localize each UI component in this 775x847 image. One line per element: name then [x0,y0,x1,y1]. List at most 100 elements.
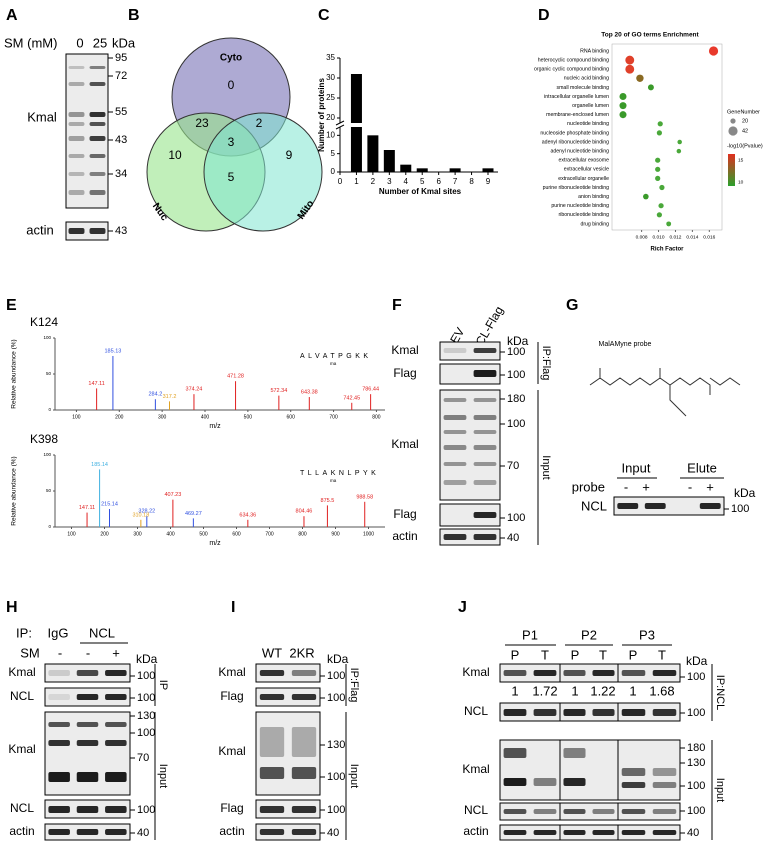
ratio: 1.68 [649,683,674,698]
marker-label: 100 [137,670,155,682]
sign: + [706,479,714,494]
label: NCL [10,801,34,815]
x-tick-label: 300 [133,531,142,537]
band [563,809,586,814]
label: Kmal [8,665,35,679]
band [473,370,497,377]
label: NCL [581,498,607,513]
spectrum-title: K398 [30,432,58,446]
marker-label: 40 [327,827,339,839]
axis-break [335,120,345,126]
structure [589,368,741,417]
y-tick-label: extracellular organelle [558,176,609,182]
band [563,830,586,835]
dot [659,184,665,191]
band [89,136,106,141]
panel-letter: G [566,297,578,314]
sign: - [86,645,90,660]
band [473,415,497,420]
label: IgG [48,625,69,640]
peak-label: 284.2 [148,392,162,398]
band [621,830,646,835]
label: Kmal [391,437,418,451]
band [652,670,677,676]
dot [643,193,649,200]
marker-label: 100 [327,804,345,816]
y-tick-label: extracellular vesicle [564,167,609,173]
band [76,722,99,727]
peak-label: 147.11 [88,381,104,387]
blot [255,823,321,841]
label: 2KR [289,645,314,660]
label: 25 [93,35,107,50]
label: Kmal [27,109,57,124]
peak-label: 572.34 [270,388,287,394]
x-tick-label: 700 [329,414,338,420]
bond [709,377,741,386]
bar [449,168,461,172]
peak-label: 185.13 [104,348,121,354]
blot [439,389,501,501]
band [48,722,70,727]
panel-letter: E [6,297,17,314]
peak-label: 147.11 [79,505,95,511]
dot [619,102,627,110]
label: actin [26,222,53,237]
label: Kmal [218,665,245,679]
legend-title: -log10(Pvalue) [727,143,763,149]
bar [367,135,379,172]
peak-label: 469.27 [185,511,202,517]
marker-label: 43 [115,134,127,146]
marker-label: 40 [137,827,149,839]
dot [625,64,635,74]
band [68,172,85,176]
blot [439,341,501,361]
dot [708,46,719,56]
ratio: 1.72 [532,683,557,698]
y-tick-label: 20 [326,113,335,122]
marker-label: 100 [137,727,155,739]
dot [655,175,661,182]
y-tick-label: purine ribonucleotide binding [543,185,609,191]
band [89,172,106,176]
bracket-label: IP:Flag [540,346,552,381]
bracket-label: Input [157,764,169,788]
marker-label: 55 [115,106,127,118]
peak-label: 804.46 [296,509,313,515]
band [533,709,557,716]
band [89,228,106,234]
band [291,727,317,757]
break-gap [345,123,365,127]
panel-letter: I [231,599,235,616]
band [48,806,70,813]
venn-count: 3 [228,135,235,149]
y-axis-label: Relative abundance (%) [11,456,18,525]
band [68,228,85,234]
label: Kmal [462,762,489,776]
label: Flag [220,801,243,815]
dot [625,55,635,65]
x-axis-label: Rich Factor [650,247,684,253]
sign: - [624,479,628,494]
x-tick-label: 500 [199,531,208,537]
legend-dot [730,118,736,124]
y-tick-label: organic cyclic compound binding [534,67,609,73]
marker-label: 40 [507,532,519,544]
modification: ma [330,478,337,483]
axis-break [335,124,345,130]
bar [400,164,412,172]
y-tick-label: organelle lumen [572,103,609,109]
dot [655,157,661,163]
peak-label: 310.18 [132,512,149,518]
peak-label: 875.5 [321,498,335,504]
bracket-label: Input [348,764,360,788]
band [473,462,497,466]
band [105,772,127,782]
x-tick-label: 4 [404,177,409,186]
legend-label: 42 [742,128,748,134]
peak-label: 328.22 [138,509,155,515]
x-tick-label: 9 [486,177,491,186]
peak-label: 215.14 [101,501,118,507]
y-tick-label: nucleoside phosphate binding [540,130,609,136]
peak-label: 786.44 [362,387,379,393]
